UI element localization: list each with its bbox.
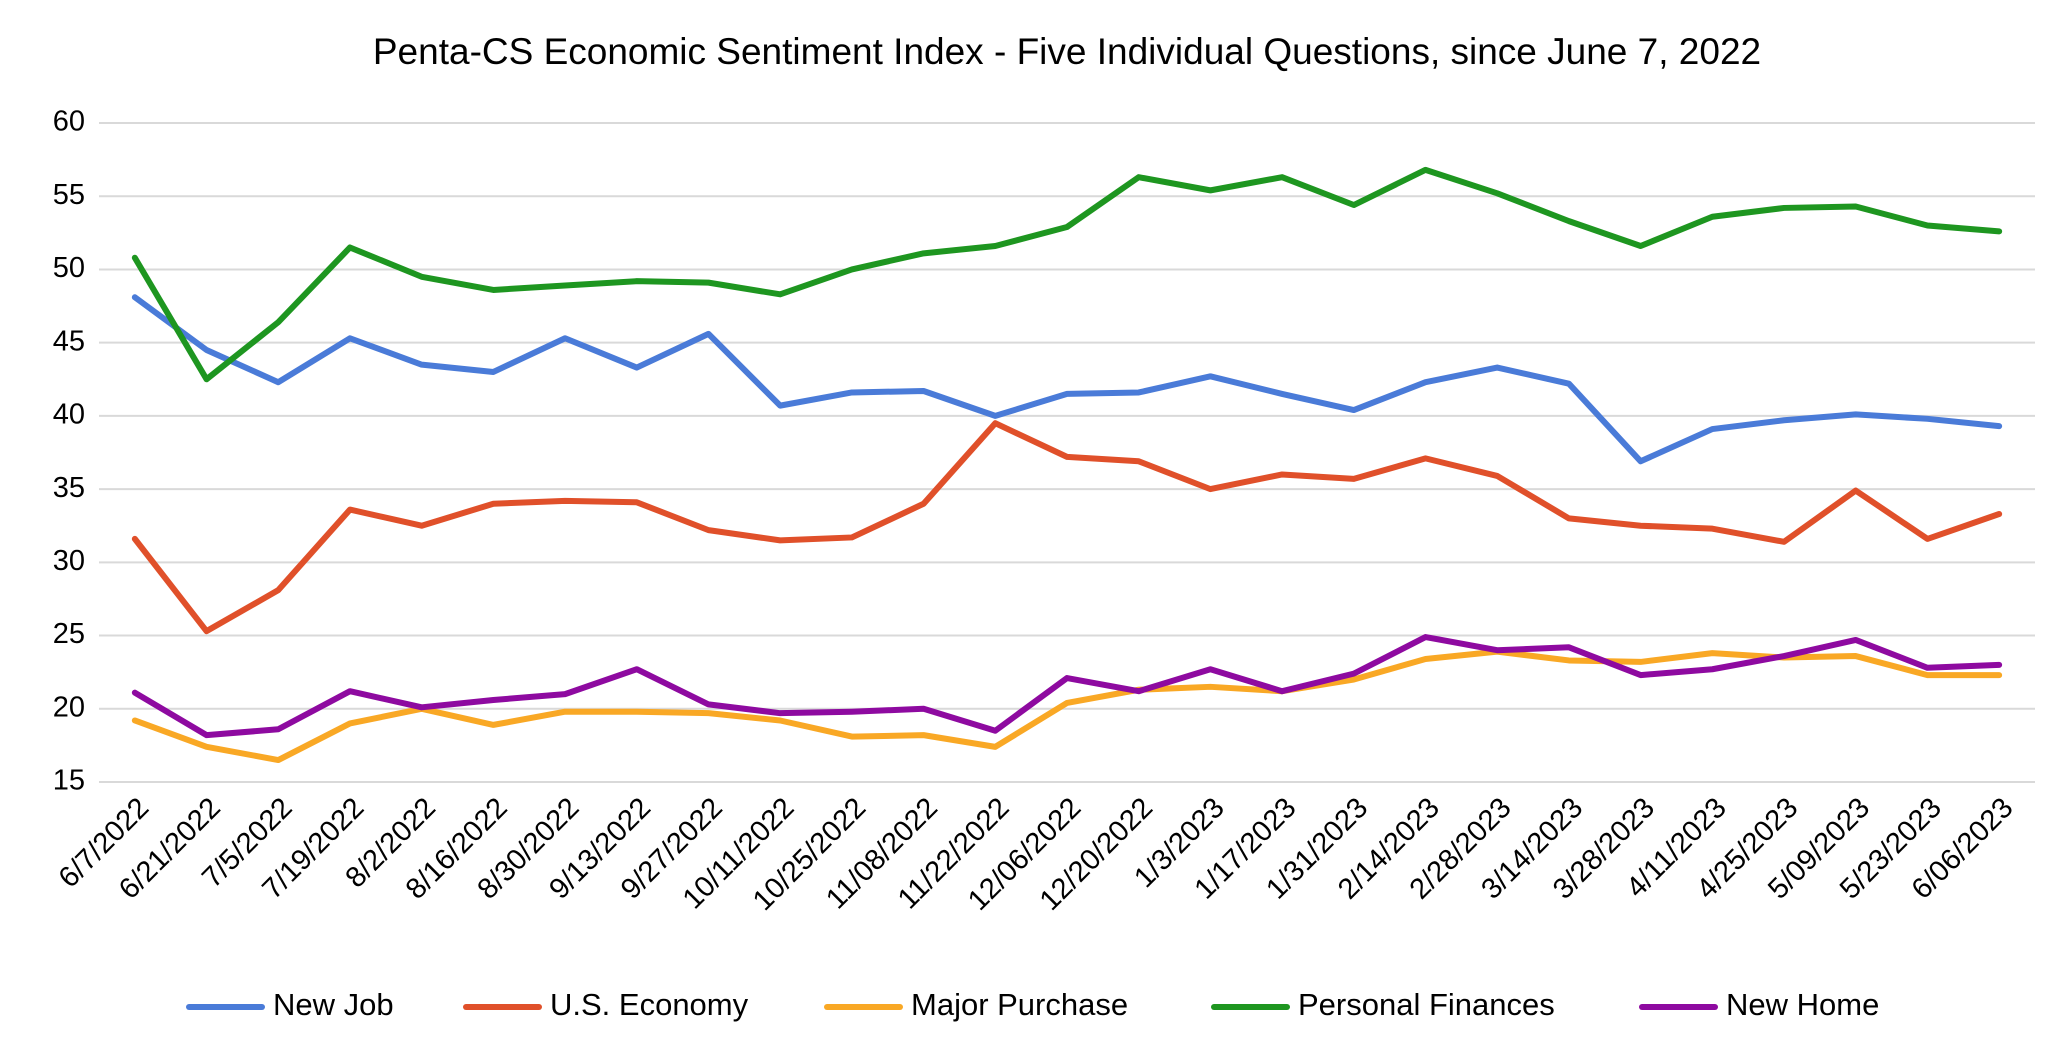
y-tick-label: 50	[53, 252, 85, 284]
chart-title: Penta-CS Economic Sentiment Index - Five…	[373, 31, 1761, 72]
y-tick-label: 40	[53, 399, 85, 431]
legend-label: New Home	[1726, 987, 1879, 1022]
y-tick-label: 15	[53, 765, 85, 797]
series-line	[131, 166, 2003, 383]
y-tick-label: 35	[53, 472, 85, 504]
y-tick-label: 20	[53, 691, 85, 723]
series-line	[131, 420, 2003, 635]
legend-label: U.S. Economy	[550, 987, 749, 1022]
y-tick-label: 60	[53, 106, 85, 138]
legend-label: Major Purchase	[911, 987, 1128, 1022]
legend-label: New Job	[273, 987, 394, 1022]
legend-label: Personal Finances	[1298, 987, 1555, 1022]
series-line	[131, 294, 2003, 465]
series-line	[131, 648, 2003, 764]
y-tick-label: 45	[53, 325, 85, 357]
y-tick-label: 25	[53, 618, 85, 650]
y-tick-label: 55	[53, 179, 85, 211]
y-tick-label: 30	[53, 545, 85, 577]
series-line	[131, 634, 2003, 739]
